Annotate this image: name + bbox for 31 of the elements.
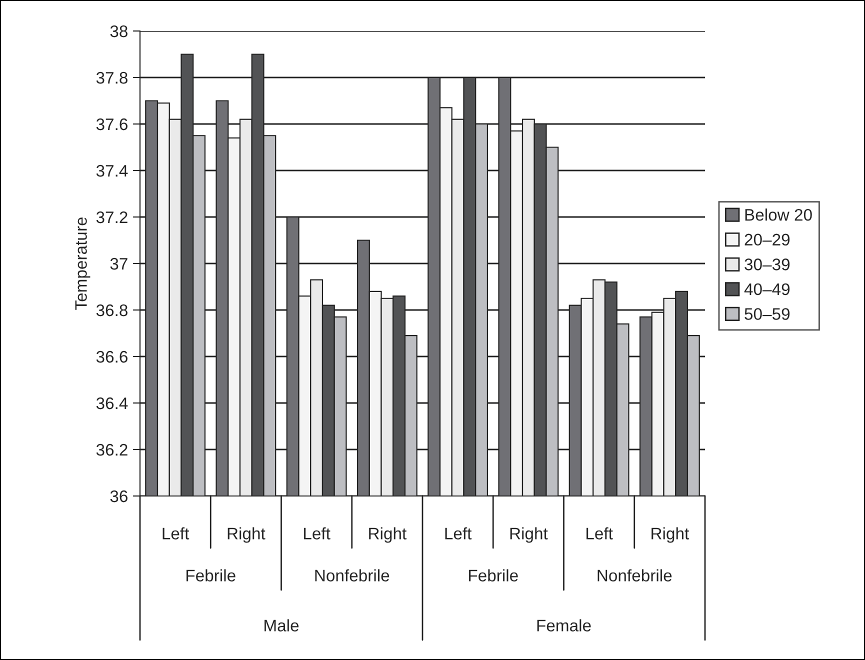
y-tick-label: 38	[110, 25, 128, 38]
legend-label: 30–39	[744, 258, 790, 270]
y-tick-label: 36.4	[96, 397, 128, 410]
y-tick-label: 36.6	[96, 350, 128, 363]
y-tick-label: 37.6	[96, 118, 128, 130]
y-tick-label: 36	[110, 490, 128, 502]
text: Nonfebrile	[598, 569, 672, 582]
legend-label: 50–59	[744, 308, 790, 320]
legend-label: 20–29	[744, 234, 790, 246]
x-tick-label: Right	[652, 527, 690, 543]
y-axis-title: Temperature	[75, 217, 90, 310]
x-tick-label: Right	[369, 527, 407, 543]
x-tick-label: Right	[228, 527, 266, 543]
y-tick-label: 36.2	[96, 444, 128, 456]
x-tick-label: Left	[162, 527, 190, 540]
x-tick-label: Left	[304, 527, 330, 540]
legend-label: Below 20	[745, 208, 812, 221]
y-tick-label: 37.2	[96, 211, 128, 224]
text: Female	[537, 619, 591, 632]
text: Male	[264, 619, 299, 632]
text: Febrile	[469, 569, 518, 582]
x-tick-label: Right	[510, 527, 548, 543]
y-tick-label: 37.4	[96, 164, 128, 177]
legend-label: 40–49	[744, 283, 790, 296]
text: Febrile	[186, 569, 236, 582]
x-tick-label: Left	[586, 527, 613, 540]
y-tick-label: 36.8	[96, 304, 128, 316]
x-tick-label: Left	[445, 527, 472, 540]
text: Nonfebrile	[315, 569, 390, 582]
y-tick-label: 37.8	[96, 72, 128, 84]
y-tick-label: 37	[110, 258, 128, 270]
